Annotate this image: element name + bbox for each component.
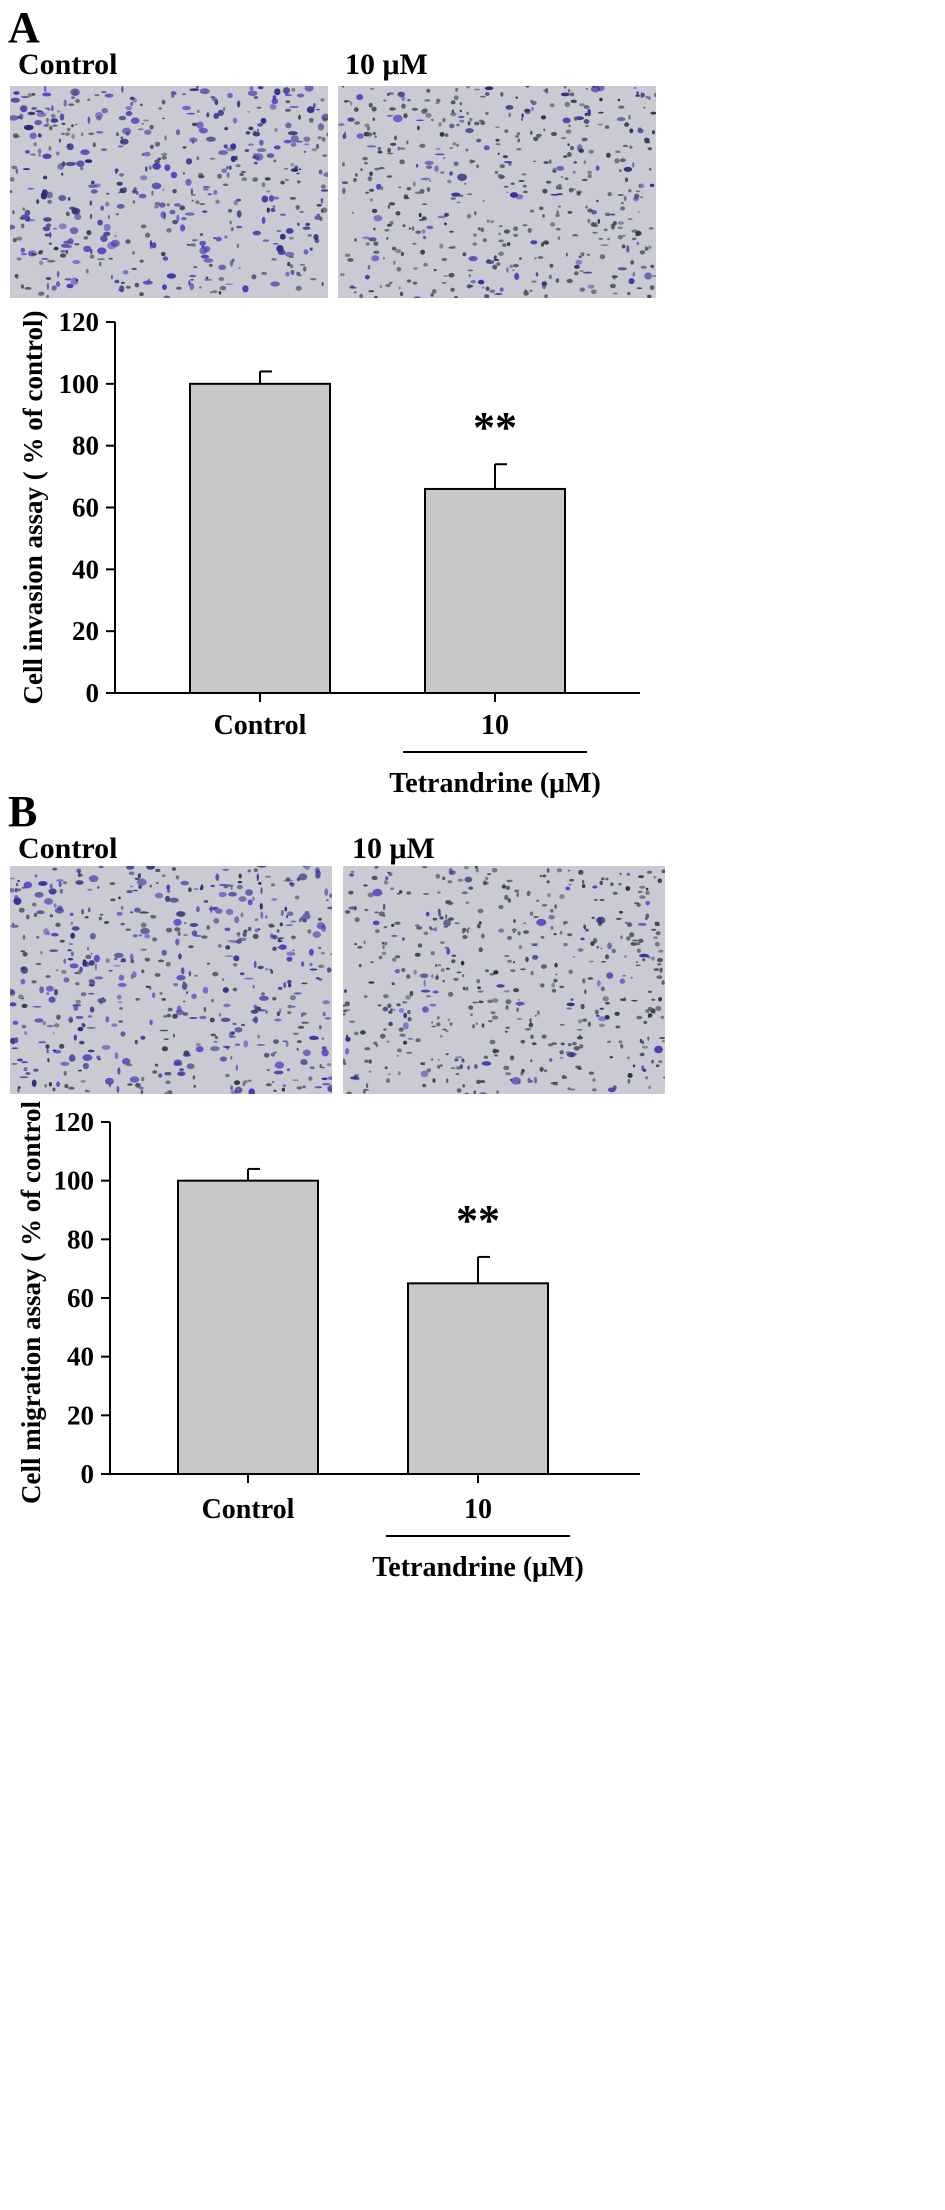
panel-a-y-tick-label: 80 bbox=[72, 431, 99, 461]
panel-a-y-tick-label: 20 bbox=[72, 616, 99, 646]
panel-b-y-tick-label: 0 bbox=[81, 1459, 95, 1489]
panel-b-y-tick-label: 60 bbox=[67, 1283, 94, 1313]
panel-a-category-label-1: 10 bbox=[481, 710, 509, 741]
panel-b-y-tick-label: 120 bbox=[54, 1107, 95, 1137]
panel-b-category-label-0: Control bbox=[202, 1494, 295, 1525]
panel-a-treated-micrograph bbox=[338, 86, 656, 298]
panel-b-treated-micrograph bbox=[343, 866, 665, 1094]
panel-b-y-tick-label: 40 bbox=[67, 1342, 94, 1372]
panel-b-control-image-label: Control bbox=[18, 832, 118, 865]
panel-b-bar-chart: Cell migration assay ( % of control) 0 20 4… bbox=[0, 1092, 945, 1640]
panel-b-group-label: Tetrandrine (μM) bbox=[372, 1552, 584, 1583]
panel-b-significance-1: ** bbox=[456, 1196, 500, 1245]
panel-b-treated-image-label: 10 μM bbox=[352, 832, 435, 865]
panel-a-control-micrograph bbox=[10, 86, 328, 298]
panel-b-letter: B bbox=[8, 787, 38, 836]
panel-a-category-label-0: Control bbox=[214, 710, 307, 741]
panel-b-bar-0 bbox=[177, 1179, 319, 1476]
panel-b-control-micrograph bbox=[10, 866, 332, 1094]
panel-a-y-tick-label: 100 bbox=[59, 369, 100, 399]
panel-b-y-axis-title: Cell migration assay ( % of control) bbox=[16, 1100, 46, 1504]
panel-a-y-tick-label: 60 bbox=[72, 493, 99, 523]
panel-a-y-tick-label: 120 bbox=[59, 307, 100, 337]
panel-a-y-tick-label: 0 bbox=[86, 678, 100, 708]
panel-a-bar-1 bbox=[424, 487, 566, 694]
panel-a-treated-image-label: 10 μM bbox=[345, 48, 428, 81]
panel-a-letter: A bbox=[8, 3, 40, 52]
panel-b-y-tick-label: 80 bbox=[67, 1224, 94, 1254]
panel-a-control-image-label: Control bbox=[18, 48, 118, 81]
panel-a-y-tick-label: 40 bbox=[72, 554, 99, 584]
panel-b-y-tick-label: 100 bbox=[54, 1166, 95, 1196]
panel-b-bar-1 bbox=[407, 1282, 549, 1475]
panel-a-significance-1: ** bbox=[473, 403, 517, 452]
panel-b-y-tick-label: 20 bbox=[67, 1400, 94, 1430]
panel-b-category-label-1: 10 bbox=[464, 1494, 492, 1525]
panel-a-y-axis-title: Cell invasion assay ( % of control) bbox=[18, 310, 48, 704]
panel-a-group-label: Tetrandrine (μM) bbox=[389, 768, 601, 799]
panel-a-bar-chart: Cell invasion assay ( % of control) 0 20 40… bbox=[0, 300, 945, 820]
panel-a-bar-0 bbox=[189, 382, 331, 694]
